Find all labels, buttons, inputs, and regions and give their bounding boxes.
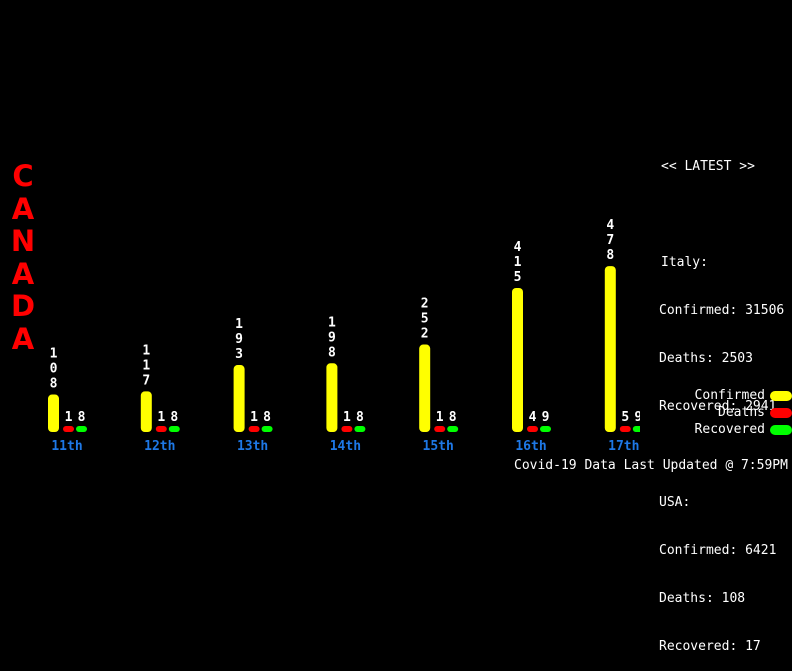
bar-deaths	[248, 426, 260, 432]
data-label-recovered: 9	[634, 410, 640, 425]
data-label-deaths: 1	[250, 410, 258, 425]
x-tick-label: 16th	[515, 439, 546, 454]
country-letter: A	[11, 256, 35, 291]
latest-deaths: Deaths: 2503	[659, 351, 753, 366]
x-tick-label: 13th	[237, 439, 268, 454]
x-tick-label: 12th	[144, 439, 175, 454]
latest-confirmed: Confirmed: 31506	[659, 303, 785, 318]
legend-label-deaths: Deaths	[718, 405, 765, 420]
data-label-deaths: 1	[436, 410, 444, 425]
bar-recovered	[354, 426, 366, 432]
bar-confirmed	[512, 287, 523, 432]
bar-confirmed	[48, 394, 59, 432]
legend-item-deaths: Deaths	[652, 404, 792, 421]
legend-label-confirmed: Confirmed	[694, 388, 765, 403]
legend-swatch-deaths	[770, 407, 792, 418]
legend-label-recovered: Recovered	[694, 422, 765, 437]
data-label-recovered: 8	[263, 410, 271, 425]
bar-deaths	[341, 426, 353, 432]
data-label-recovered: 8	[170, 410, 178, 425]
bar-recovered	[76, 426, 87, 432]
latest-recovered: Recovered: 2941	[659, 399, 777, 414]
bar-deaths	[527, 426, 538, 432]
country-letter: D	[10, 289, 36, 323]
bar-deaths	[434, 426, 446, 432]
data-label-recovered: 9	[542, 410, 550, 425]
bar-deaths	[619, 426, 631, 432]
last-updated-footer: Covid-19 Data Last Updated @ 7:59PM	[514, 458, 788, 473]
bar-recovered	[447, 426, 459, 432]
legend-item-confirmed: Confirmed	[652, 387, 792, 404]
legend-swatch-recovered	[770, 424, 792, 435]
bar-recovered	[168, 426, 180, 432]
data-label-recovered: 8	[356, 410, 364, 425]
bar-recovered	[540, 426, 551, 432]
data-label-deaths: 1	[157, 410, 165, 425]
legend-swatch-confirmed	[770, 390, 792, 401]
bar-confirmed	[419, 344, 431, 432]
bar-confirmed	[604, 266, 616, 432]
latest-header: << LATEST >>	[661, 159, 755, 174]
data-label-deaths: 1	[65, 410, 73, 425]
country-letter: A	[11, 321, 35, 356]
latest-country-name: USA:	[659, 495, 691, 510]
country-letter: C	[12, 159, 34, 193]
bar-recovered	[261, 426, 273, 432]
x-tick-label: 17th	[608, 439, 639, 454]
x-tick-label: 14th	[330, 439, 361, 454]
latest-recovered: Recovered: 17	[659, 639, 761, 654]
bar-deaths	[63, 426, 74, 432]
data-label-deaths: 1	[343, 410, 351, 425]
latest-deaths: Deaths: 108	[659, 591, 746, 606]
latest-confirmed: Confirmed: 6421	[659, 543, 777, 558]
bar-confirmed	[326, 363, 338, 432]
data-label-deaths: 4	[529, 410, 537, 425]
bar-confirmed	[140, 391, 152, 432]
bar-deaths	[155, 426, 167, 432]
legend-item-recovered: Recovered	[652, 421, 792, 438]
chart-legend: Confirmed Deaths Recovered	[652, 387, 792, 438]
bar-recovered	[632, 426, 640, 432]
bar-confirmed	[233, 365, 245, 432]
x-tick-label: 15th	[423, 439, 454, 454]
latest-country-name: Italy:	[661, 255, 708, 270]
data-label-recovered: 8	[449, 410, 457, 425]
country-letter: N	[10, 224, 36, 258]
data-label-recovered: 8	[78, 410, 86, 425]
data-label-deaths: 5	[621, 410, 629, 425]
x-tick-label: 11th	[51, 439, 82, 454]
country-letter: A	[11, 191, 35, 226]
